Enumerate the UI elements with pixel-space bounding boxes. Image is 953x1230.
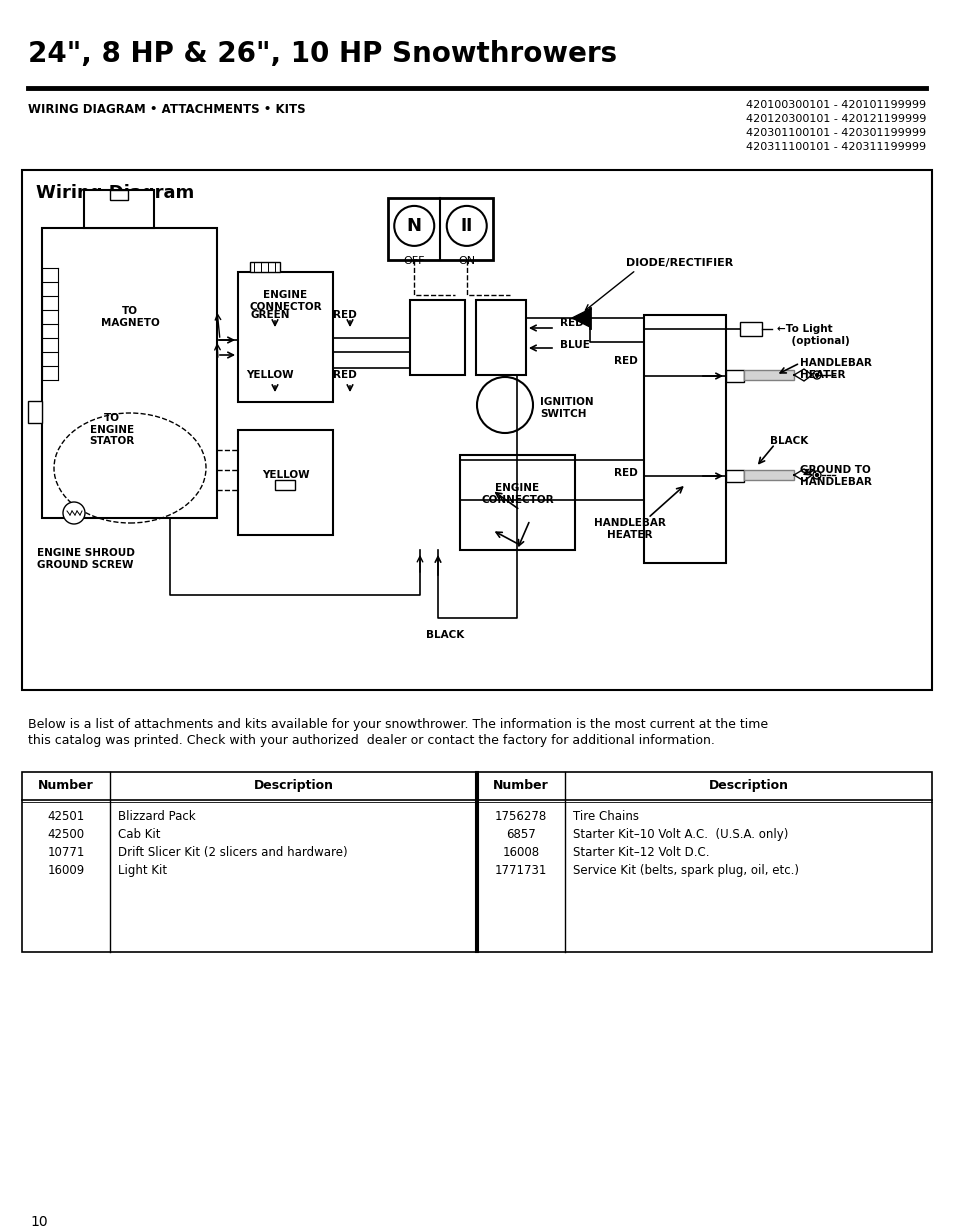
Text: this catalog was printed. Check with your authorized  dealer or contact the fact: this catalog was printed. Check with you… xyxy=(28,734,714,747)
Text: ←To Light
    (optional): ←To Light (optional) xyxy=(776,323,849,346)
Text: 420311100101 - 420311199999: 420311100101 - 420311199999 xyxy=(745,141,925,153)
Text: Starter Kit–10 Volt A.C.  (U.S.A. only): Starter Kit–10 Volt A.C. (U.S.A. only) xyxy=(573,828,787,841)
Text: 420301100101 - 420301199999: 420301100101 - 420301199999 xyxy=(745,128,925,138)
Text: II: II xyxy=(460,216,473,235)
Bar xyxy=(84,189,153,228)
Bar xyxy=(237,272,333,402)
Text: DIODE/RECTIFIER: DIODE/RECTIFIER xyxy=(625,258,733,268)
Bar xyxy=(237,430,333,535)
Text: 10: 10 xyxy=(30,1215,48,1229)
Text: GREEN: GREEN xyxy=(250,310,290,320)
Bar xyxy=(28,401,42,423)
Bar xyxy=(643,315,725,563)
Text: IGNITION
SWITCH: IGNITION SWITCH xyxy=(539,397,593,418)
Text: Service Kit (belts, spark plug, oil, etc.): Service Kit (belts, spark plug, oil, etc… xyxy=(573,863,799,877)
Circle shape xyxy=(812,371,821,379)
Bar xyxy=(274,480,294,490)
Text: 42501: 42501 xyxy=(48,811,85,823)
Text: Starter Kit–12 Volt D.C.: Starter Kit–12 Volt D.C. xyxy=(573,846,709,859)
Text: BLACK: BLACK xyxy=(769,435,807,446)
Text: Tire Chains: Tire Chains xyxy=(573,811,639,823)
Bar xyxy=(459,455,575,550)
Text: TO
MAGNETO: TO MAGNETO xyxy=(100,306,159,327)
Circle shape xyxy=(815,474,818,476)
Circle shape xyxy=(812,471,821,478)
Text: HANDLEBAR
HEATER: HANDLEBAR HEATER xyxy=(594,518,665,540)
Text: Description: Description xyxy=(708,779,788,792)
Text: Number: Number xyxy=(493,779,548,792)
Text: TO
ENGINE
STATOR: TO ENGINE STATOR xyxy=(90,413,134,446)
Circle shape xyxy=(476,378,533,433)
Polygon shape xyxy=(572,309,589,327)
Text: 10771: 10771 xyxy=(48,846,85,859)
Text: RED: RED xyxy=(559,319,583,328)
Text: RED: RED xyxy=(614,355,638,367)
Text: RED: RED xyxy=(333,310,356,320)
Text: 420100300101 - 420101199999: 420100300101 - 420101199999 xyxy=(745,100,925,109)
Text: Light Kit: Light Kit xyxy=(118,863,167,877)
Bar xyxy=(725,370,743,383)
Text: 42500: 42500 xyxy=(48,828,85,841)
Text: YELLOW: YELLOW xyxy=(246,370,294,380)
Bar xyxy=(476,300,525,375)
Text: GROUND TO
HANDLEBAR: GROUND TO HANDLEBAR xyxy=(800,465,871,487)
Text: ENGINE
CONNECTOR: ENGINE CONNECTOR xyxy=(480,483,554,504)
Text: 1771731: 1771731 xyxy=(495,863,547,877)
Text: ENGINE SHROUD
GROUND SCREW: ENGINE SHROUD GROUND SCREW xyxy=(37,549,134,569)
Text: 24", 8 HP & 26", 10 HP Snowthrowers: 24", 8 HP & 26", 10 HP Snowthrowers xyxy=(28,41,617,68)
Bar xyxy=(388,198,493,260)
Circle shape xyxy=(446,205,486,246)
Bar xyxy=(42,228,216,518)
Text: ON: ON xyxy=(457,256,475,266)
Bar xyxy=(410,300,464,375)
Text: Number: Number xyxy=(38,779,93,792)
Circle shape xyxy=(815,374,818,376)
Bar xyxy=(743,470,793,480)
Bar xyxy=(22,772,931,952)
Text: WIRING DIAGRAM • ATTACHMENTS • KITS: WIRING DIAGRAM • ATTACHMENTS • KITS xyxy=(28,103,305,116)
Text: 6857: 6857 xyxy=(506,828,536,841)
Text: Cab Kit: Cab Kit xyxy=(118,828,160,841)
Text: HANDLEBAR
HEATER: HANDLEBAR HEATER xyxy=(800,358,871,380)
Bar xyxy=(110,189,128,200)
Text: Below is a list of attachments and kits available for your snowthrower. The info: Below is a list of attachments and kits … xyxy=(28,718,767,731)
Text: BLACK: BLACK xyxy=(425,630,464,640)
Text: Blizzard Pack: Blizzard Pack xyxy=(118,811,195,823)
Bar xyxy=(725,470,743,482)
Text: 420120300101 - 420121199999: 420120300101 - 420121199999 xyxy=(745,114,925,124)
Text: ENGINE
CONNECTOR: ENGINE CONNECTOR xyxy=(249,290,321,311)
Text: N: N xyxy=(406,216,421,235)
Text: OFF: OFF xyxy=(403,256,424,266)
Text: 16008: 16008 xyxy=(502,846,539,859)
Circle shape xyxy=(63,502,85,524)
Text: Description: Description xyxy=(253,779,334,792)
Bar xyxy=(250,262,280,272)
Text: RED: RED xyxy=(333,370,356,380)
Circle shape xyxy=(394,205,434,246)
Text: BLUE: BLUE xyxy=(559,339,589,351)
Text: RED: RED xyxy=(614,467,638,478)
Text: 1756278: 1756278 xyxy=(495,811,547,823)
Text: Drift Slicer Kit (2 slicers and hardware): Drift Slicer Kit (2 slicers and hardware… xyxy=(118,846,347,859)
Text: YELLOW: YELLOW xyxy=(261,470,309,480)
Bar xyxy=(22,170,931,690)
Bar xyxy=(740,322,761,336)
Text: Wiring Diagram: Wiring Diagram xyxy=(36,184,194,202)
Text: 16009: 16009 xyxy=(48,863,85,877)
Bar xyxy=(743,370,793,380)
